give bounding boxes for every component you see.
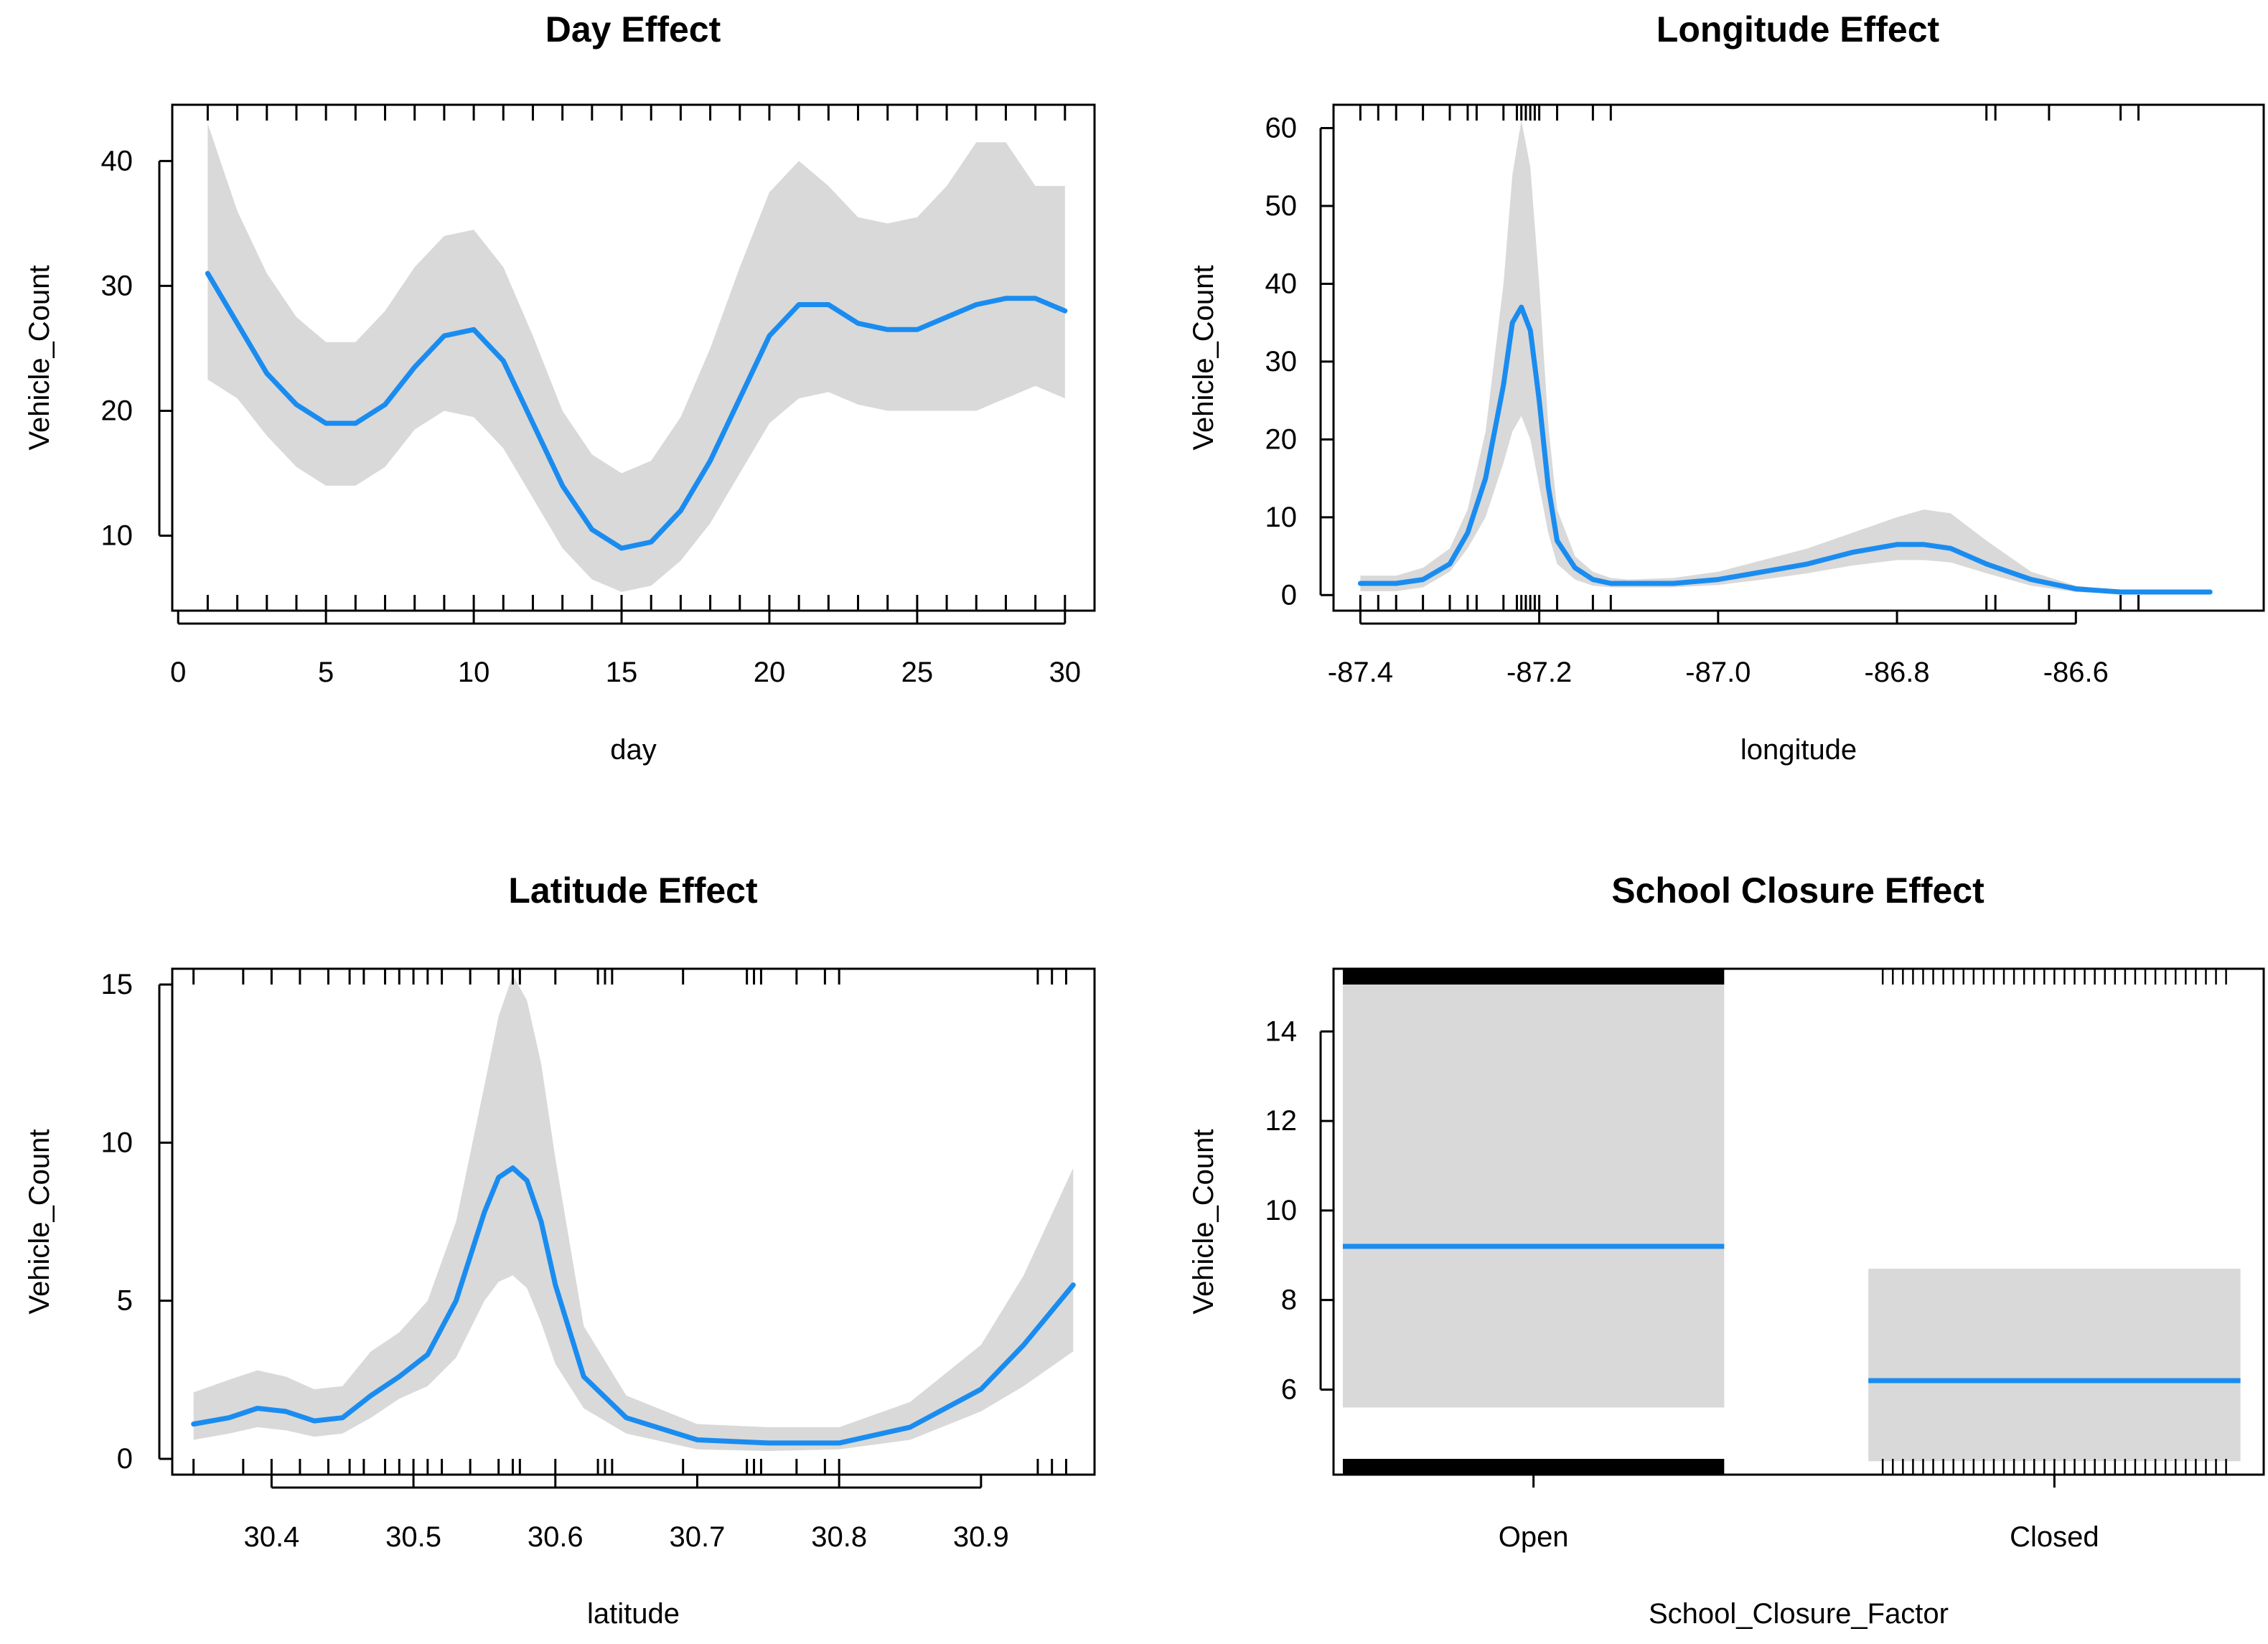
y-tick-label: 20	[101, 395, 133, 426]
y-tick-label: 8	[1281, 1284, 1297, 1316]
x-tick-label: 30.6	[528, 1521, 584, 1553]
confidence-band	[1360, 120, 2211, 594]
confidence-band	[193, 974, 1074, 1451]
x-axis-label: latitude	[587, 1598, 680, 1630]
x-tick-label: 30.4	[243, 1521, 299, 1553]
fit-line	[191, 1165, 1076, 1446]
panel-title: Longitude Effect	[1657, 9, 1940, 50]
y-tick-label: 20	[1265, 423, 1298, 455]
y-tick-label: 10	[101, 1127, 133, 1158]
x-tick-label: -87.2	[1506, 657, 1572, 688]
y-axis-label: Vehicle_Count	[24, 266, 55, 451]
x-tick-label: 25	[901, 657, 934, 688]
panel-2: Longitude Effect -87.4 -87.2 -87.0 -86.8 -86.…	[1188, 9, 2265, 766]
x-tick-label: 15	[606, 657, 638, 688]
category-label: Closed	[2010, 1521, 2099, 1553]
confidence-band	[1342, 982, 1725, 1408]
y-tick-label: 5	[117, 1285, 133, 1317]
x-tick-label: 5	[318, 657, 334, 688]
y-tick-label: 10	[101, 520, 133, 552]
x-tick-label: -87.0	[1685, 657, 1751, 688]
panel-title: School Closure Effect	[1611, 870, 1985, 911]
plot-frame	[1332, 967, 2265, 1476]
plot-frame	[1332, 103, 2265, 612]
fit-line	[205, 271, 1068, 551]
y-tick-label: 14	[1265, 1015, 1298, 1047]
y-tick-label: 50	[1265, 190, 1298, 222]
panel-1: Day Effect 0 5 10 15 20 25 30 10 20 30 40 day Vehicle…	[24, 9, 1096, 766]
x-tick-label: 30	[1049, 657, 1082, 688]
y-tick-label: 0	[117, 1443, 133, 1475]
y-tick-label: 30	[101, 270, 133, 301]
y-axis-label: Vehicle_Count	[24, 1129, 55, 1315]
x-axis-label: School_Closure_Factor	[1649, 1598, 1949, 1630]
y-tick-label: 40	[101, 145, 133, 177]
y-tick-label: 30	[1265, 346, 1298, 377]
x-axis-label: longitude	[1740, 734, 1857, 766]
x-tick-label: 30.9	[953, 1521, 1009, 1553]
y-tick-label: 10	[1265, 502, 1298, 533]
x-axis-label: day	[610, 734, 657, 766]
y-tick-label: 15	[101, 969, 133, 1000]
x-tick-label: 10	[458, 657, 490, 688]
x-tick-label: 30.8	[811, 1521, 867, 1553]
category-label: Open	[1499, 1521, 1569, 1553]
y-axis-label: Vehicle_Count	[1188, 266, 1219, 451]
panel-title: Latitude Effect	[508, 870, 758, 911]
x-tick-label: -86.8	[1864, 657, 1929, 688]
x-tick-label: -86.6	[2043, 657, 2109, 688]
rug-block-bottom	[1342, 1459, 1725, 1475]
y-tick-label: 60	[1265, 113, 1298, 144]
panel-title: Day Effect	[545, 9, 721, 50]
plot-frame	[171, 103, 1096, 612]
y-tick-label: 6	[1281, 1373, 1297, 1405]
x-tick-label: 20	[754, 657, 786, 688]
panel-3: Latitude Effect 30.4 30.5 30.6 30.7 30.8 30.9 0…	[24, 870, 1096, 1630]
y-tick-label: 12	[1265, 1105, 1298, 1137]
x-tick-label: 30.5	[385, 1521, 441, 1553]
panel-4: School Closure Effect Open Closed 6 8 10 12 14 S…	[1188, 870, 2265, 1630]
x-tick-label: 30.7	[670, 1521, 726, 1553]
x-tick-label: -87.4	[1328, 657, 1393, 688]
confidence-band	[207, 123, 1065, 592]
y-axis-label: Vehicle_Count	[1188, 1129, 1219, 1315]
y-tick-label: 0	[1281, 579, 1297, 611]
y-tick-label: 10	[1265, 1195, 1298, 1226]
fit-line	[1357, 304, 2213, 595]
confidence-band	[1868, 1269, 2241, 1462]
y-tick-label: 40	[1265, 268, 1298, 299]
rug-block-top	[1342, 969, 1725, 985]
x-tick-label: 0	[170, 657, 186, 688]
plot-frame	[171, 967, 1096, 1476]
